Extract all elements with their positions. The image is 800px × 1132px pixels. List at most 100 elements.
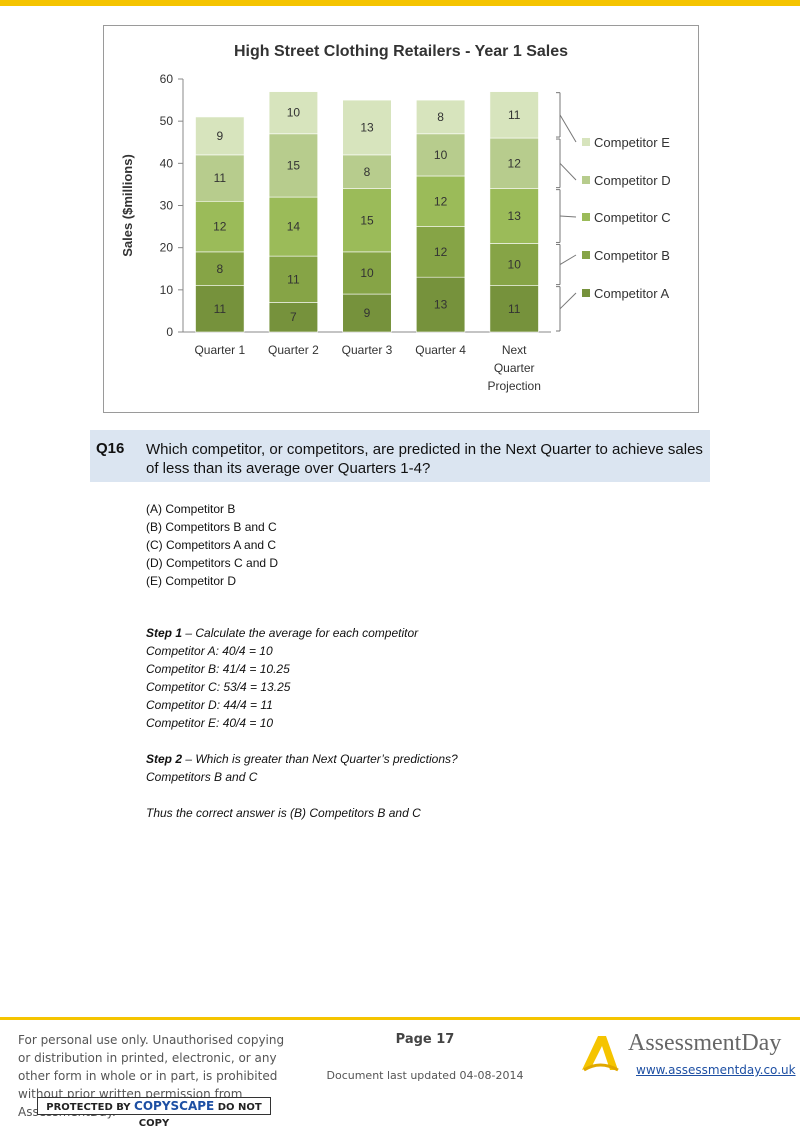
- option-a[interactable]: (A) Competitor B: [146, 502, 236, 516]
- data-label: 11: [214, 302, 227, 316]
- average-line: Competitor A: 40/4 = 10: [146, 644, 273, 658]
- bar-segment: [195, 285, 245, 333]
- data-label: 10: [287, 106, 301, 120]
- bar-segment: [268, 91, 318, 135]
- legend-swatch: [582, 289, 590, 297]
- step1-line: Step 1 – Calculate the average for each …: [146, 624, 458, 642]
- data-label: 13: [434, 298, 448, 312]
- bar-segment: [195, 116, 245, 156]
- conclusion: Thus the correct answer is (B) Competito…: [146, 806, 421, 820]
- data-label: 8: [437, 110, 444, 124]
- data-label: 7: [290, 310, 297, 324]
- explanation: Step 1 – Calculate the average for each …: [146, 624, 458, 822]
- chart-title: High Street Clothing Retailers - Year 1 …: [234, 43, 568, 60]
- bar-segment: [342, 188, 392, 253]
- legend-label: Competitor A: [594, 286, 669, 301]
- step1-text: – Calculate the average for each competi…: [182, 626, 419, 640]
- data-label: 11: [508, 108, 521, 122]
- data-label: 9: [216, 129, 223, 143]
- legend-label: Competitor C: [594, 210, 671, 225]
- stacked-bar-chart: High Street Clothing Retailers - Year 1 …: [120, 43, 671, 393]
- legend-connector: [559, 292, 577, 310]
- step2-line: Step 2 – Which is greater than Next Quar…: [146, 750, 458, 768]
- step1-label: Step 1: [146, 626, 183, 640]
- step2-text: – Which is greater than Next Quarter’s p…: [182, 752, 458, 766]
- data-label: 15: [287, 158, 301, 172]
- bar-segment: [489, 137, 539, 189]
- bar-segment: [489, 285, 539, 333]
- copyscape-badge[interactable]: PROTECTED BY COPYSCAPE DO NOT COPY: [37, 1097, 271, 1129]
- average-line: Competitor B: 41/4 = 10.25: [146, 662, 290, 676]
- y-tick-label: 20: [160, 241, 174, 255]
- x-tick-label: Quarter: [494, 361, 535, 375]
- top-accent-bar: [0, 0, 800, 6]
- y-tick-label: 10: [160, 283, 174, 297]
- legend-swatch: [582, 138, 590, 146]
- bar-segment: [342, 99, 392, 156]
- bar-segment: [489, 243, 539, 286]
- chart-container: High Street Clothing Retailers - Year 1 …: [103, 25, 699, 413]
- data-label: 13: [508, 209, 522, 223]
- last-updated: Document last updated 04-08-2014: [326, 1069, 524, 1082]
- data-label: 8: [216, 262, 223, 276]
- data-label: 12: [213, 220, 227, 234]
- data-label: 12: [434, 194, 448, 208]
- average-line: Competitor C: 53/4 = 13.25: [146, 680, 291, 694]
- bar-segment: [416, 99, 466, 135]
- data-label: 12: [434, 245, 448, 259]
- bar-segment: [268, 196, 318, 257]
- data-label: 10: [508, 258, 522, 272]
- step2-label: Step 2: [146, 752, 183, 766]
- brand-url-link[interactable]: www.assessmentday.co.uk: [636, 1063, 796, 1077]
- data-label: 10: [434, 148, 448, 162]
- data-label: 10: [360, 266, 374, 280]
- data-label: 15: [360, 213, 374, 227]
- footer-rule: [0, 1017, 800, 1020]
- y-tick-label: 60: [160, 72, 174, 86]
- legend-swatch: [582, 251, 590, 259]
- bar-segment: [489, 91, 539, 139]
- data-label: 11: [508, 302, 521, 316]
- legend-connector: [559, 162, 577, 181]
- y-tick-label: 40: [160, 156, 174, 170]
- legend-swatch: [582, 176, 590, 184]
- x-tick-label: Projection: [488, 379, 541, 393]
- x-tick-label: Quarter 3: [342, 343, 393, 357]
- y-tick-label: 0: [166, 325, 173, 339]
- option-d[interactable]: (D) Competitors C and D: [146, 556, 279, 570]
- option-b[interactable]: (B) Competitors B and C: [146, 520, 277, 534]
- copyscape-pre: PROTECTED BY: [46, 1102, 135, 1113]
- option-e[interactable]: (E) Competitor D: [146, 574, 237, 588]
- bar-segment: [268, 302, 318, 333]
- bar-segment: [195, 154, 245, 202]
- average-line: Competitor E: 40/4 = 10: [146, 716, 274, 730]
- data-label: 8: [364, 165, 371, 179]
- bar-segment: [416, 133, 466, 177]
- data-label: 13: [360, 120, 374, 134]
- assessmentday-logo-icon: [582, 1036, 619, 1072]
- question-band: [90, 430, 710, 482]
- legend-connector: [559, 114, 577, 143]
- answer-options: (A) Competitor B (B) Competitors B and C…: [146, 500, 278, 590]
- step2-answer: Competitors B and C: [146, 770, 258, 784]
- bar-segment: [195, 251, 245, 286]
- brand-name: AssessmentDay: [628, 1030, 782, 1056]
- copyscape-post: DO NOT COPY: [138, 1102, 262, 1129]
- legend-connector: [559, 254, 577, 265]
- bar-segment: [342, 251, 392, 295]
- data-label: 14: [287, 220, 301, 234]
- option-c[interactable]: (C) Competitors A and C: [146, 538, 277, 552]
- data-label: 11: [287, 272, 300, 286]
- legend-label: Competitor D: [594, 173, 671, 188]
- bar-segment: [416, 276, 466, 333]
- question-number: Q16: [96, 440, 125, 457]
- data-label: 12: [508, 156, 522, 170]
- bar-segment: [342, 154, 392, 189]
- y-axis-label: Sales ($millions): [120, 154, 135, 257]
- page-number: Page 17: [395, 1032, 455, 1047]
- x-tick-label: Quarter 2: [268, 343, 319, 357]
- copyscape-brand: COPYSCAPE: [134, 1099, 215, 1113]
- average-line: Competitor D: 44/4 = 11: [146, 698, 273, 712]
- legend-swatch: [582, 213, 590, 221]
- bar-segment: [195, 200, 245, 253]
